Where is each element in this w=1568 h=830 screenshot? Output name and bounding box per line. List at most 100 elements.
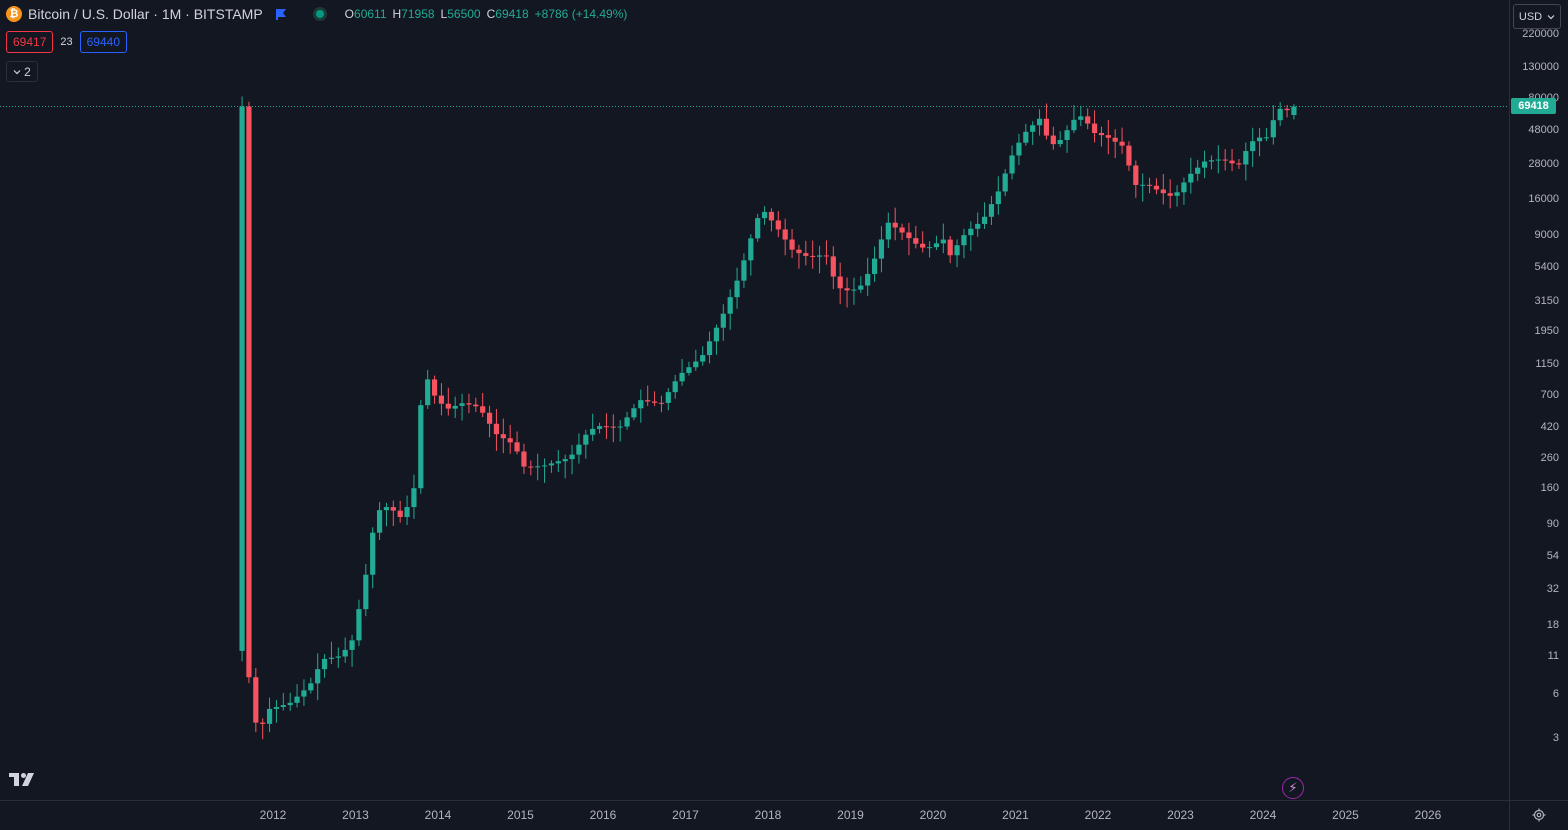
candle-body bbox=[1112, 137, 1118, 142]
candle-body bbox=[706, 341, 713, 356]
candle-body bbox=[624, 417, 630, 427]
chevron-down-icon bbox=[1547, 14, 1555, 19]
candle-body bbox=[761, 211, 768, 219]
candle-body bbox=[1057, 139, 1063, 145]
price-tick-label: 260 bbox=[1540, 451, 1559, 464]
candle-body bbox=[349, 640, 355, 650]
candle-body bbox=[906, 232, 912, 239]
time-axis[interactable]: 2012 2013 2014 2015 2016 2017 2018 2019 2020 2021… bbox=[0, 800, 1509, 830]
candle-body bbox=[555, 461, 561, 464]
candle-body bbox=[741, 260, 747, 281]
candle-body bbox=[679, 372, 685, 382]
time-tick-label: 2021 bbox=[1002, 808, 1029, 822]
sell-button[interactable]: 69417 bbox=[6, 31, 54, 53]
candle-body bbox=[1215, 159, 1221, 161]
currency-label: USD bbox=[1518, 10, 1543, 23]
candle-body bbox=[975, 223, 981, 229]
candle-body bbox=[775, 220, 781, 230]
candle-body bbox=[823, 255, 830, 257]
candle-body bbox=[865, 273, 871, 286]
price-axis[interactable]: 2200001300008000048000280001600090005400… bbox=[1509, 0, 1568, 800]
candle-body bbox=[383, 507, 390, 511]
candle-body bbox=[871, 258, 878, 274]
candle-body bbox=[816, 255, 823, 257]
candle-body bbox=[995, 191, 1001, 205]
candle-body bbox=[342, 649, 348, 657]
price-tick-label: 700 bbox=[1540, 389, 1559, 402]
candle-body bbox=[308, 683, 314, 691]
candle-body bbox=[1201, 161, 1208, 168]
price-tick-label: 3 bbox=[1552, 732, 1559, 744]
lightning-icon[interactable]: ⚡ bbox=[1282, 777, 1304, 799]
time-tick-label: 2020 bbox=[919, 808, 947, 822]
candle-body bbox=[528, 466, 534, 468]
candle-body bbox=[844, 288, 850, 291]
candle-body bbox=[603, 426, 610, 428]
candle-body bbox=[493, 423, 500, 435]
candle-body bbox=[768, 211, 775, 221]
candle-body bbox=[851, 289, 857, 291]
price-tick-label: 1950 bbox=[1534, 324, 1559, 337]
candle-body bbox=[514, 442, 520, 452]
candle-body bbox=[933, 243, 940, 248]
candle-body bbox=[892, 222, 898, 228]
last-price-label: 69418 bbox=[1511, 98, 1556, 114]
candle-body bbox=[431, 379, 438, 396]
gear-icon[interactable] bbox=[1532, 808, 1546, 822]
change-value: +8786 (+14.49%) bbox=[534, 7, 628, 21]
market-status-icon[interactable] bbox=[312, 7, 327, 21]
candle-body bbox=[1236, 163, 1242, 165]
candle-body bbox=[583, 434, 589, 445]
low-value: 56500 bbox=[447, 7, 481, 21]
indicators-toggle-button[interactable]: 2 bbox=[6, 61, 38, 82]
candle-body bbox=[370, 532, 376, 575]
candle-body bbox=[1229, 160, 1235, 164]
candle-body bbox=[280, 705, 286, 708]
candle-body bbox=[651, 401, 658, 403]
candle-body bbox=[294, 696, 300, 703]
symbol-title[interactable]: Bitcoin / U.S. Dollar · 1M · BITSTAMP bbox=[28, 6, 263, 22]
candle-body bbox=[541, 465, 548, 467]
candle-body bbox=[411, 488, 417, 508]
currency-select[interactable]: USD bbox=[1513, 4, 1561, 29]
candle-body bbox=[1277, 108, 1283, 121]
candle-body bbox=[837, 276, 843, 289]
buy-button[interactable]: 69440 bbox=[79, 31, 127, 53]
candle-body bbox=[473, 404, 479, 407]
candle-body bbox=[1153, 185, 1160, 190]
candle-body bbox=[535, 466, 541, 468]
time-tick-label: 2024 bbox=[1249, 808, 1277, 822]
trade-panel: 69417 23 69440 bbox=[6, 31, 127, 53]
chart-pane[interactable] bbox=[0, 0, 1509, 800]
time-tick-label: 2015 bbox=[507, 808, 534, 822]
candle-body bbox=[1146, 184, 1153, 186]
time-tick-label: 2016 bbox=[589, 808, 617, 822]
candle-body bbox=[445, 403, 451, 409]
candle-body bbox=[638, 400, 644, 409]
candle-body bbox=[246, 106, 252, 678]
time-tick-label: 2025 bbox=[1332, 808, 1359, 822]
candle-body bbox=[301, 690, 307, 697]
candle-body bbox=[1036, 118, 1043, 126]
symbol-info[interactable]: ₿ Bitcoin / U.S. Dollar · 1M · BITSTAMP … bbox=[6, 6, 627, 22]
tradingview-logo[interactable] bbox=[8, 771, 40, 787]
candle-body bbox=[356, 609, 362, 641]
candle-body bbox=[645, 400, 651, 402]
candle-body bbox=[1023, 131, 1029, 143]
candle-body bbox=[548, 463, 555, 466]
time-tick-label: 2012 bbox=[259, 808, 287, 822]
price-tick-label: 5400 bbox=[1534, 260, 1559, 273]
candle-body bbox=[713, 327, 720, 342]
candle-body bbox=[425, 379, 431, 406]
candle-body bbox=[1195, 167, 1201, 174]
candle-body bbox=[562, 459, 568, 462]
price-tick-label: 54 bbox=[1546, 550, 1559, 563]
candle-body bbox=[315, 669, 321, 684]
candle-body bbox=[273, 707, 280, 709]
candle-body bbox=[500, 434, 506, 439]
candle-body bbox=[920, 243, 926, 248]
candle-body bbox=[1160, 189, 1166, 194]
candle-body bbox=[755, 218, 761, 239]
flag-icon[interactable] bbox=[275, 8, 287, 20]
candle-body bbox=[521, 451, 527, 467]
